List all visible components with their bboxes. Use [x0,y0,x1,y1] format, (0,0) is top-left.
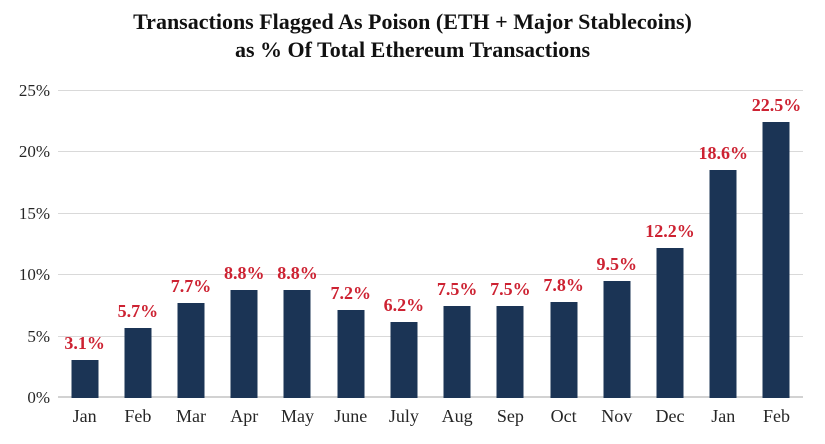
bar-value-label: 7.8% [543,275,584,296]
bar-group: 9.5% [590,91,643,398]
bar-group: 7.7% [164,91,217,398]
bar [550,302,578,398]
bar-group: 7.8% [537,91,590,398]
x-tick-label: Jan [711,406,736,426]
bar [337,309,365,398]
bar-value-label: 8.8% [224,262,265,283]
x-axis: Jan Feb Mar Apr May June July Aug Sep Oct Nov Dec Ja… [58,406,803,427]
bar-value-label: 8.8% [277,262,318,283]
bar-value-label: 7.7% [170,276,212,297]
bar-value-label: 3.1% [64,332,105,353]
bar [762,121,790,398]
bar-group: 8.8% [271,91,324,398]
bar [709,169,737,398]
y-tick-label: 0% [27,388,50,407]
bar [496,305,524,398]
x-tick-label: Feb [762,406,790,426]
y-tick-label: 15% [18,203,50,223]
bar-group: 8.8% [218,91,271,398]
bar-group: 3.1% [58,91,111,398]
bar [124,328,152,398]
bar [656,248,684,398]
gridline [58,90,803,91]
bar [603,281,631,398]
y-tick-label: 25% [18,81,50,100]
bar-group: 7.5% [431,91,484,398]
bar [283,289,311,398]
y-tick-label: 5% [27,326,50,346]
bar [177,303,205,398]
gridline [58,274,803,276]
plot-area: 3.1% 5.7% 7.7% 8.8% 8.8% 7.2% 6.2% 7.5% 7.5% 7.8%… [58,90,803,398]
bar-value-label: 22.5% [751,94,802,115]
x-tick-label: June [334,406,368,426]
chart-title: Transactions Flagged As Poison (ETH + Ma… [0,8,825,64]
bar-group: 5.7% [111,91,164,398]
x-tick-label: Aug [441,406,473,426]
bar-value-label: 18.6% [698,142,748,163]
bar [71,359,99,398]
x-tick-label: Oct [550,406,577,426]
x-tick-label: Nov [601,406,633,426]
chart-title-line2: as % Of Total Ethereum Transactions [234,37,591,62]
bar-value-label: 5.7% [117,301,159,322]
gridline [58,335,803,337]
bar-value-label: 9.5% [596,254,638,275]
bar-value-label: 7.5% [490,278,531,299]
bar-group: 12.2% [643,91,696,398]
bar-group: 6.2% [377,91,430,398]
x-tick-label: Sep [496,406,524,426]
x-tick-label: July [388,406,419,426]
gridline [58,212,803,214]
bar [390,321,418,398]
bar-group: 22.5% [750,91,803,398]
gridline [58,151,803,153]
chart-title-line1: Transactions Flagged As Poison (ETH + Ma… [133,9,692,34]
bar-group: 18.6% [697,91,750,398]
bar-value-label: 6.2% [383,294,425,315]
x-tick-label: Mar [176,406,207,426]
y-tick-label: 10% [18,265,50,285]
x-tick-label: Feb [124,406,152,426]
x-tick-label: May [280,406,314,426]
bar-group: 7.2% [324,91,377,398]
y-axis: 0% 5% 10% 15% 20% 25% [0,81,50,407]
x-tick-label: Dec [655,406,685,426]
x-tick-label: Apr [230,406,259,426]
x-tick-label: Jan [72,406,97,426]
bar-group: 7.5% [484,91,537,398]
bar-value-label: 12.2% [645,221,695,242]
bar [230,289,258,398]
bar-value-label: 7.5% [436,278,478,299]
y-tick-label: 20% [18,142,50,162]
bar-value-label: 7.2% [330,282,371,303]
x-axis-line [58,396,803,398]
bar [443,305,471,398]
